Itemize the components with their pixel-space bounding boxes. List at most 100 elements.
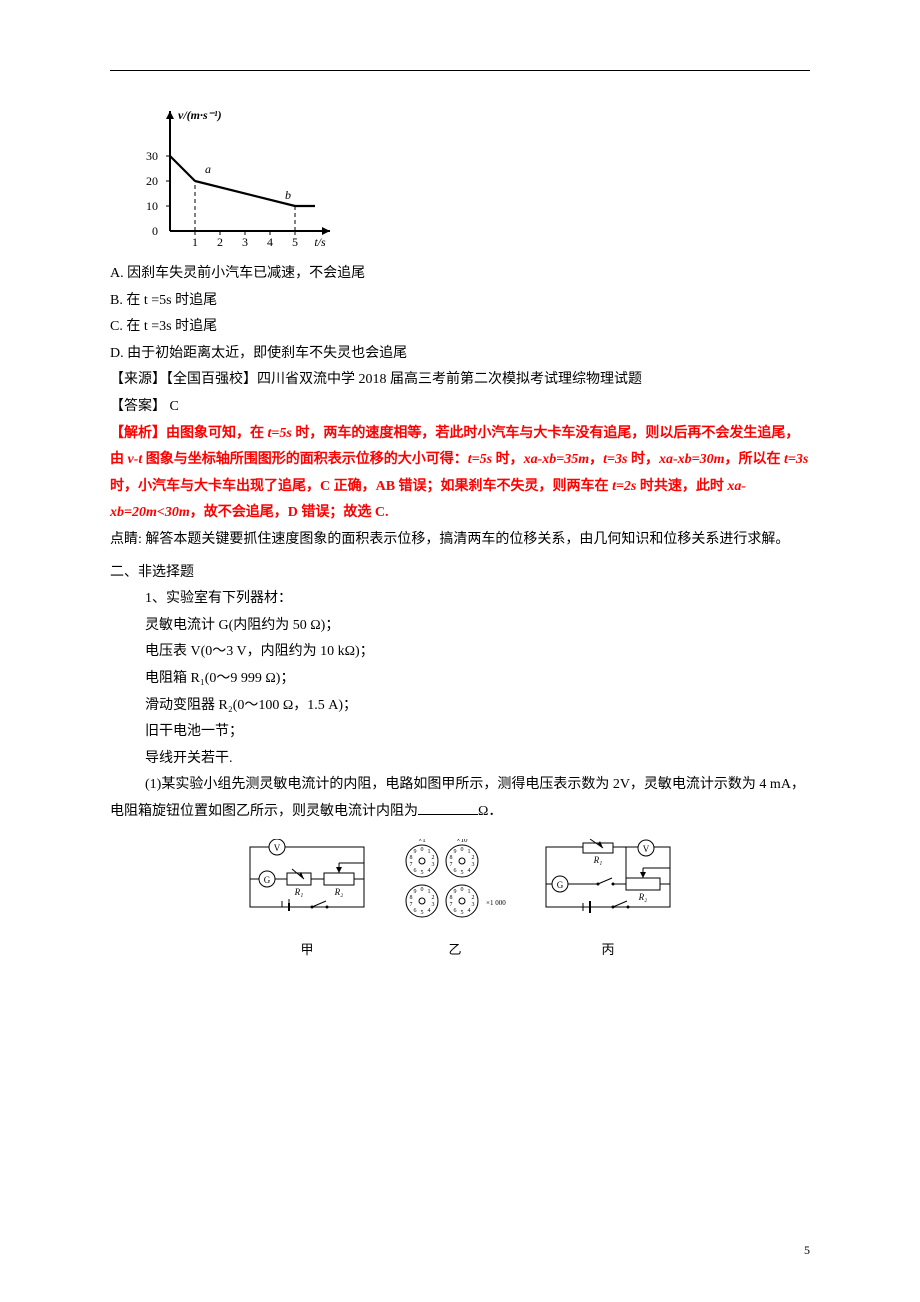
svg-text:5: 5 xyxy=(292,235,298,249)
svg-text:R₂: R₂ xyxy=(638,892,648,902)
vt-chart: 0 10 20 30 1 2 3 4 5 t/s v/(m·s⁻¹) xyxy=(130,101,340,251)
blank-field[interactable] xyxy=(418,814,478,815)
explain-var: v-t xyxy=(128,452,143,467)
explanation: 【解析】由图象可知，在 t=5s 时，两车的速度相等，若此时小汽车与大卡车没有追… xyxy=(110,421,810,527)
svg-text:0: 0 xyxy=(421,887,424,893)
svg-text:3: 3 xyxy=(472,862,475,868)
svg-text:2: 2 xyxy=(432,855,435,861)
svg-text:8: 8 xyxy=(450,855,453,861)
svg-text:×1: ×1 xyxy=(418,839,426,844)
answer-line: 【答案】 C xyxy=(110,394,810,421)
svg-text:7: 7 xyxy=(410,862,413,868)
svg-text:2: 2 xyxy=(217,235,223,249)
circuit-yi: 0123456789 ×1 0123456789 ×10 012 xyxy=(390,839,520,962)
svg-text:1: 1 xyxy=(192,235,198,249)
explain-t7: ，所以在 xyxy=(724,452,784,467)
circuit-figures: V G R₁ R₂ xyxy=(110,839,810,962)
q1-item: 电阻箱 R₁(0～9 999 Ω)； xyxy=(110,666,810,693)
explain-t5: ， xyxy=(589,452,603,467)
page-number: 5 xyxy=(804,1239,810,1262)
svg-text:4: 4 xyxy=(468,868,471,874)
explain-var: t=3s xyxy=(784,452,808,467)
svg-text:a: a xyxy=(205,162,211,176)
explain-t10: ，故不会追尾，D 错误；故选 C. xyxy=(190,505,389,520)
svg-text:1: 1 xyxy=(468,889,471,895)
circuit-jia: V G R₁ R₂ xyxy=(242,839,372,962)
explain-var: t=3s xyxy=(603,452,627,467)
q1-item: 电压表 V(0～3 V，内阻约为 10 kΩ)； xyxy=(110,639,810,666)
svg-text:0: 0 xyxy=(461,847,464,853)
svg-text:2: 2 xyxy=(472,855,475,861)
svg-text:0: 0 xyxy=(152,224,158,238)
svg-text:20: 20 xyxy=(146,174,158,188)
svg-text:2: 2 xyxy=(432,895,435,901)
svg-text:9: 9 xyxy=(454,849,457,855)
q1-item: 导线开关若干. xyxy=(110,746,810,773)
svg-text:G: G xyxy=(557,880,564,890)
svg-text:6: 6 xyxy=(454,908,457,914)
q1-stem: 1、实验室有下列器材： xyxy=(110,586,810,613)
circuit-label-c: 丙 xyxy=(538,938,678,963)
svg-text:5: 5 xyxy=(421,870,424,876)
svg-text:10: 10 xyxy=(146,199,158,213)
svg-text:1: 1 xyxy=(428,849,431,855)
option-b: B. 在 t =5s 时追尾 xyxy=(110,288,810,315)
svg-text:6: 6 xyxy=(414,868,417,874)
circuit-label-b: 乙 xyxy=(390,938,520,963)
svg-text:9: 9 xyxy=(414,849,417,855)
svg-text:4: 4 xyxy=(267,235,273,249)
explain-t3: 图象与坐标轴所围图形的面积表示位移的大小可得： xyxy=(142,452,468,467)
svg-text:0: 0 xyxy=(461,887,464,893)
explain-t1: 由图象可知，在 xyxy=(166,426,268,441)
commentary: 点睛: 解答本题关键要抓住速度图象的面积表示位移，搞清两车的位移关系，由几何知识… xyxy=(110,527,810,554)
q1-sub1: (1)某实验小组先测灵敏电流计的内阻，电路如图甲所示，测得电压表示数为 2V，灵… xyxy=(110,772,810,825)
svg-text:V: V xyxy=(274,843,281,853)
option-d: D. 由于初始距离太近，即使刹车不失灵也会追尾 xyxy=(110,341,810,368)
svg-text:7: 7 xyxy=(410,902,413,908)
svg-text:3: 3 xyxy=(432,902,435,908)
circuit-label-a: 甲 xyxy=(242,938,372,963)
explain-var: t=5s xyxy=(268,426,292,441)
svg-text:1: 1 xyxy=(428,889,431,895)
svg-text:V: V xyxy=(643,844,650,854)
svg-text:5: 5 xyxy=(421,910,424,916)
svg-text:v/(m·s⁻¹): v/(m·s⁻¹) xyxy=(178,108,222,122)
svg-text:8: 8 xyxy=(410,895,413,901)
svg-text:5: 5 xyxy=(461,910,464,916)
explain-label: 【解析】 xyxy=(110,426,166,441)
svg-text:t/s: t/s xyxy=(314,235,326,249)
svg-text:8: 8 xyxy=(450,895,453,901)
explain-t8: 时，小汽车与大卡车出现了追尾，C 正确，AB 错误；如果刹车不失灵，则两车在 xyxy=(110,479,612,494)
answer-label: 【答案】 xyxy=(110,399,166,414)
explain-t4: 时， xyxy=(492,452,524,467)
svg-text:×10: ×10 xyxy=(457,839,468,844)
svg-text:3: 3 xyxy=(432,862,435,868)
svg-text:7: 7 xyxy=(450,862,453,868)
explain-var: t=2s xyxy=(612,479,636,494)
explain-eq: xa-xb=30m xyxy=(659,452,725,467)
option-c: C. 在 t =3s 时追尾 xyxy=(110,314,810,341)
explain-var: t=5s xyxy=(468,452,492,467)
q1-item: 灵敏电流计 G(内阻约为 50 Ω)； xyxy=(110,613,810,640)
svg-text:4: 4 xyxy=(428,868,431,874)
option-a: A. 因刹车失灵前小汽车已减速，不会追尾 xyxy=(110,261,810,288)
svg-text:×1 000: ×1 000 xyxy=(486,899,506,907)
circuit-bing: R₁ V G R₂ xyxy=(538,839,678,962)
q1-item: 旧干电池一节； xyxy=(110,719,810,746)
svg-text:1: 1 xyxy=(468,849,471,855)
svg-text:30: 30 xyxy=(146,149,158,163)
svg-text:3: 3 xyxy=(472,902,475,908)
section-2-title: 二、非选择题 xyxy=(110,560,810,587)
svg-text:0: 0 xyxy=(421,847,424,853)
q1-sub1-b: Ω． xyxy=(478,804,502,819)
svg-text:5: 5 xyxy=(461,870,464,876)
svg-text:G: G xyxy=(264,875,271,885)
svg-text:R₂: R₂ xyxy=(334,887,344,897)
svg-text:2: 2 xyxy=(472,895,475,901)
top-rule xyxy=(110,70,810,71)
svg-text:4: 4 xyxy=(428,908,431,914)
svg-text:3: 3 xyxy=(242,235,248,249)
svg-text:R₁: R₁ xyxy=(593,855,603,865)
svg-text:R₁: R₁ xyxy=(294,887,304,897)
svg-text:4: 4 xyxy=(468,908,471,914)
